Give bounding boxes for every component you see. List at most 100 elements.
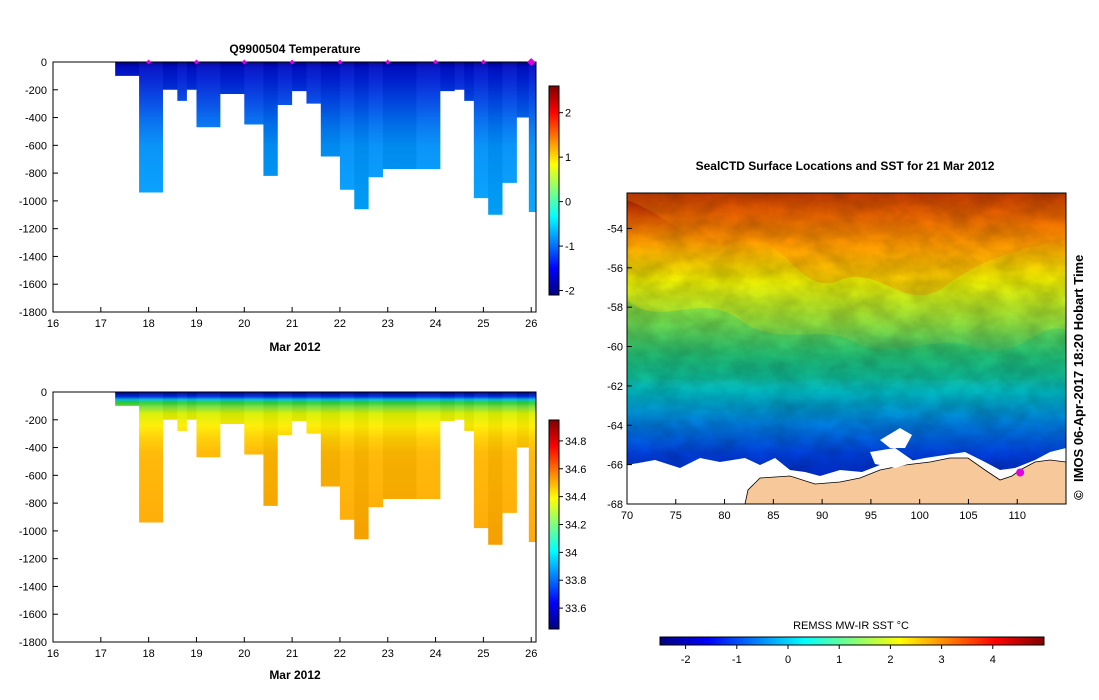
temperature-profile-band [440,62,455,92]
temperature-cb-tick-label: -2 [565,286,575,298]
temperature-y-tick-label: -800 [25,168,47,180]
diamond-marker-icon [241,59,247,65]
temperature-x-tick-label: 20 [238,318,250,330]
temperature-profile-band [502,62,517,183]
temperature-profile-band [244,62,264,125]
temperature-x-tick-label: 26 [525,318,537,330]
temperature-profile-band [115,62,140,76]
temperature-profile-band [162,62,178,90]
temperature-x-tick-label: 25 [477,318,489,330]
salinity-profile-band [454,392,465,420]
salinity-section-fill [115,392,536,545]
ship-position-dot [1016,468,1025,477]
map-x-tick-label: 100 [910,510,928,522]
temperature-cb-tick-label: -1 [565,241,575,253]
diamond-marker-icon [433,59,439,65]
copyright-icon: © [1071,490,1086,500]
temperature-colorbar-gradient [548,85,560,296]
diamond-marker-icon [527,58,536,66]
salinity-cb-tick-label: 34.2 [565,520,586,532]
temperature-colorbar: 2 1 0 -1 -2 [548,85,575,298]
salinity-profile-band [488,392,503,545]
temperature-cb-tick-label: 0 [565,197,571,209]
temperature-x-tick-label: 18 [143,318,155,330]
antarctica-land [744,457,1066,504]
temperature-profile-band [473,62,489,199]
salinity-x-label: Mar 2012 [269,668,321,682]
salinity-profile-band [277,392,293,436]
temperature-profile-band [416,62,441,169]
diamond-marker-icon [385,59,391,65]
salinity-cb-tick-label: 34 [565,547,577,559]
salinity-x-tick-label: 25 [477,648,489,660]
temperature-profile-band [177,62,187,101]
station-markers [146,58,536,66]
salinity-profile-band [244,392,264,455]
salinity-profile-band [339,392,355,520]
sst-texture [627,193,1066,504]
salinity-profile-band [528,392,536,542]
ice-patch-c [627,488,645,504]
salinity-y-tick-label: -1600 [19,609,47,621]
sst-colorbar-ticks: -2 -1 0 1 2 3 4 [681,645,996,666]
temperature-x-tick-label: 19 [190,318,202,330]
temperature-profile-band [139,62,163,193]
temperature-chart-title: Q9900504 Temperature [229,42,361,56]
salinity-profile-band [177,392,187,431]
temperature-profile-band [263,62,278,176]
salinity-y-tick-label: -1200 [19,554,47,566]
credit-block: © IMOS 06-Apr-2017 18:20 Hobart Time [1071,255,1086,500]
salinity-profile-band [440,392,455,422]
temperature-cb-tick-label: 2 [565,108,571,120]
salinity-x-tick-label: 23 [382,648,394,660]
temperature-x-tick-label: 24 [429,318,441,330]
temperature-profile-band [186,62,197,90]
temperature-deep-bands [115,62,536,215]
map-y-tick-label: -66 [607,460,623,472]
temperature-y-tick-label: -1800 [19,307,47,319]
temperature-section-fill [115,62,536,215]
salinity-profile-band [263,392,278,506]
salinity-profile-band [186,392,197,420]
temperature-profile-band [516,62,529,118]
sst-colorbar-title: REMSS MW-IR SST °C [793,620,909,632]
salinity-deep-bands [115,392,536,545]
temperature-profile-band [382,62,417,169]
map-x-tick-label: 75 [670,510,682,522]
temperature-x-tick-label: 22 [334,318,346,330]
map-x-tick-label: 85 [767,510,779,522]
map-y-tick-label: -62 [607,381,623,393]
salinity-profile-band [162,392,178,420]
salinity-cb-tick-label: 33.8 [565,575,586,587]
salinity-x-tick-label: 22 [334,648,346,660]
sst-cb-tick-label: 3 [939,654,945,666]
map-latitude-ticks: -54 -56 -58 -60 -62 -64 -66 -68 [607,223,632,511]
temperature-plot-area: 16 17 18 19 20 21 22 23 24 25 26 0 -200 -400 -600 -800… [19,57,537,330]
temperature-profile-band [320,62,340,157]
temperature-y-tick-label: 0 [41,57,47,69]
salinity-x-tick-label: 17 [95,648,107,660]
temperature-x-tick-label: 23 [382,318,394,330]
salinity-profile-band [320,392,340,487]
salinity-cb-tick-label: 34.6 [565,464,586,476]
temperature-x-tick-label: 21 [286,318,298,330]
salinity-profile-band [416,392,441,499]
salinity-profile-band [306,392,321,434]
ship-position-marker [1016,468,1025,477]
salinity-cb-tick-label: 33.6 [565,603,586,615]
temperature-profile-band [528,62,536,212]
salinity-profile-band [196,392,221,458]
temperature-y-tick-label: -200 [25,85,47,97]
salinity-colorbar-ticks: 34.8 34.6 34.4 34.2 34 33.8 33.6 [559,436,586,615]
salinity-x-tick-label: 24 [429,648,441,660]
salinity-profile-band [502,392,517,513]
temperature-y-tick-label: -400 [25,113,47,125]
map-y-tick-label: -60 [607,342,623,354]
temperature-y-tick-label: -1400 [19,251,47,263]
map-x-tick-label: 70 [621,510,633,522]
temperature-y-ticks: 0 -200 -400 -600 -800 -1000 -1200 -1400 -1600 -18… [19,57,58,319]
salinity-plot-area: 16 17 18 19 20 21 22 23 24 25 26 0 -200 -400 -600 -800… [19,387,537,660]
ice-patch-b [870,448,915,468]
salinity-x-tick-label: 18 [143,648,155,660]
temperature-profile-band [354,62,369,210]
